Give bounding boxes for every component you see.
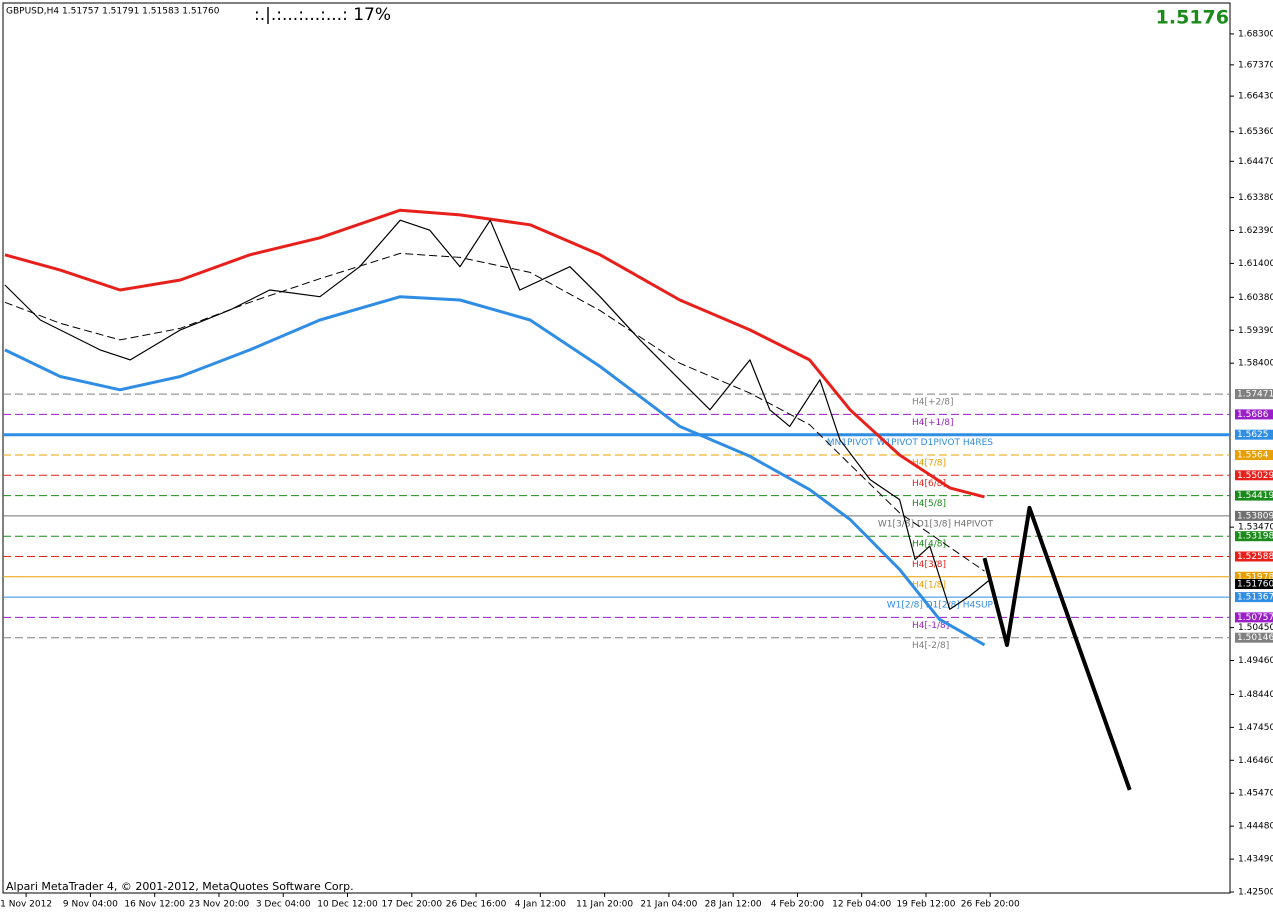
y-tick-label: 1.65360 — [1238, 127, 1273, 137]
x-tick-label: 12 Feb 04:00 — [832, 900, 891, 910]
level-tag-label: 1.53809 — [1237, 511, 1273, 521]
y-tick-label: 1.62390 — [1238, 226, 1273, 236]
y-tick-label: 1.50450 — [1238, 623, 1273, 633]
plot-frame — [2, 2, 1231, 894]
series-line — [4, 295, 986, 647]
level-tag — [1235, 551, 1273, 562]
level-tag-label: 1.51367 — [1237, 593, 1273, 603]
level-label: H4[1/8] — [912, 580, 946, 590]
level-label: H4[-2/8] — [912, 641, 949, 651]
y-tick-label: 1.68300 — [1238, 29, 1273, 39]
level-tag — [1235, 510, 1273, 521]
level-tag — [1235, 389, 1273, 400]
x-tick-label: 4 Feb 20:00 — [771, 900, 825, 910]
level-label: H4[-1/8] — [912, 621, 949, 631]
level-tag — [1235, 470, 1273, 481]
series-line — [4, 208, 985, 499]
y-tick-label: 1.48440 — [1238, 690, 1273, 700]
level-tag — [1235, 531, 1273, 542]
level-tag-label: 1.54419 — [1237, 491, 1273, 501]
x-tick-label: 19 Feb 12:00 — [896, 900, 955, 910]
level-tag-label: 1.55029 — [1237, 471, 1273, 481]
level-label: H4[6/8] — [912, 479, 946, 489]
y-tick-label: 1.64470 — [1238, 157, 1273, 167]
level-label: H4[4/8] — [912, 540, 946, 550]
x-tick-label: 11 Jan 20:00 — [576, 900, 633, 910]
x-tick-label: 1 Nov 2012 — [0, 900, 52, 910]
x-tick-label: 26 Dec 16:00 — [446, 900, 507, 910]
y-tick-label: 1.42500 — [1238, 888, 1273, 898]
y-tick-label: 1.44480 — [1238, 822, 1273, 832]
level-tag — [1235, 571, 1273, 582]
y-tick-label: 1.58400 — [1238, 359, 1273, 369]
level-label: MN1PIVOT W1PIVOT D1PIVOT H4RES — [827, 438, 994, 448]
level-tag-label: 1.5564 — [1237, 450, 1269, 460]
copyright: Alpari MetaTrader 4, © 2001-2012, MetaQu… — [6, 880, 354, 893]
series-line — [4, 219, 991, 610]
x-tick-label: 16 Nov 12:00 — [124, 900, 185, 910]
x-tick-label: 9 Nov 04:00 — [63, 900, 118, 910]
level-label: H4[+1/8] — [912, 418, 954, 428]
y-tick-label: 1.46460 — [1238, 756, 1273, 766]
level-tag-label: 1.5625 — [1237, 430, 1269, 440]
level-tag-label: 1.50757 — [1237, 613, 1273, 623]
level-tag — [1235, 612, 1273, 623]
x-tick-label: 3 Dec 04:00 — [256, 900, 311, 910]
level-tag — [1235, 409, 1273, 420]
level-tag — [1235, 490, 1273, 501]
level-label: H4[7/8] — [912, 458, 946, 468]
level-tag-label: 1.51978 — [1237, 572, 1273, 582]
symbol-info: GBPUSD,H4 1.51757 1.51791 1.51583 1.5176… — [6, 7, 220, 17]
level-tag — [1235, 449, 1273, 460]
level-tag-label: 1.50146 — [1237, 633, 1273, 643]
y-tick-label: 1.49460 — [1238, 656, 1273, 666]
y-tick-label: 1.59390 — [1238, 326, 1273, 336]
level-label: W1[3/8] D1[3/8] H4PIVOT — [878, 519, 994, 529]
level-tag-label: 1.57471 — [1237, 390, 1273, 400]
current-tag — [1235, 579, 1273, 590]
level-tag — [1235, 429, 1273, 440]
y-tick-label: 1.61400 — [1238, 259, 1273, 269]
y-tick-label: 1.53470 — [1238, 523, 1273, 533]
y-tick-label: 1.66430 — [1238, 92, 1273, 102]
level-tag-label: 1.52588 — [1237, 552, 1273, 562]
current-tag-label: 1.51760 — [1237, 580, 1273, 590]
level-label: H4[3/8] — [912, 560, 946, 570]
y-tick-label: 1.67370 — [1238, 60, 1273, 70]
y-tick-label: 1.47450 — [1238, 723, 1273, 733]
level-tag-label: 1.53198 — [1237, 532, 1273, 542]
level-label: W1[2/8] D1[2/8] H4SUP — [887, 601, 994, 611]
indicator-label: :.|.:...:...:...: 17% — [254, 5, 391, 25]
x-tick-label: 23 Nov 20:00 — [189, 900, 250, 910]
x-tick-label: 10 Dec 12:00 — [317, 900, 378, 910]
y-tick-label: 1.45470 — [1238, 789, 1273, 799]
level-label: H4[+2/8] — [912, 398, 954, 408]
y-tick-label: 1.43490 — [1238, 855, 1273, 865]
x-tick-label: 21 Jan 04:00 — [640, 900, 697, 910]
series-line — [982, 505, 1132, 791]
x-tick-label: 26 Feb 20:00 — [961, 900, 1020, 910]
y-tick-label: 1.63380 — [1238, 193, 1273, 203]
x-tick-label: 4 Jan 12:00 — [515, 900, 567, 910]
level-label: H4[5/8] — [912, 499, 946, 509]
level-tag — [1235, 592, 1273, 603]
level-tag — [1235, 632, 1273, 643]
x-tick-label: 17 Dec 20:00 — [382, 900, 443, 910]
series-line — [4, 252, 985, 572]
current-price: 1.5176 — [1156, 7, 1229, 29]
level-tag-label: 1.5686 — [1237, 410, 1269, 420]
x-tick-label: 28 Jan 12:00 — [705, 900, 762, 910]
y-tick-label: 1.60380 — [1238, 293, 1273, 303]
